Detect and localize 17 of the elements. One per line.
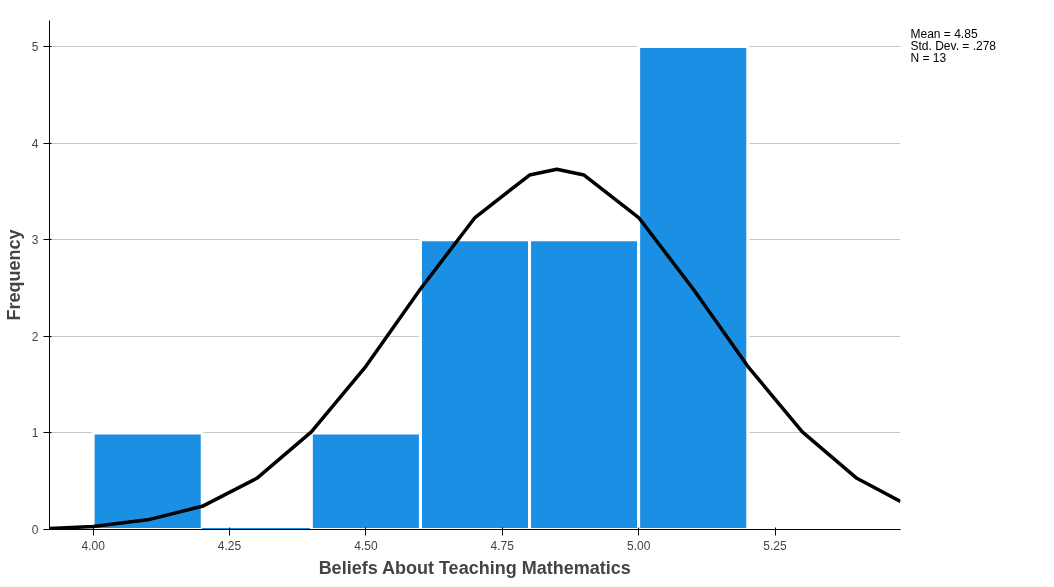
x-tick-label: 5.25 (763, 538, 788, 553)
y-tick-label: 0 (31, 523, 39, 537)
x-tick-label: 4.75 (490, 538, 515, 553)
text: Mean = 4.85 (910, 26, 978, 41)
text: N = 13 (910, 50, 947, 65)
x-axis-title: Beliefs About Teaching Mathematics (318, 557, 631, 578)
y-tick-label: 4 (31, 136, 39, 151)
y-tick-label: 1 (31, 426, 39, 441)
y-tick-label: 3 (31, 233, 39, 248)
x-tick-label: 4.25 (217, 538, 242, 553)
y-axis-title: Frequency (3, 229, 24, 321)
y-tick-label: 2 (31, 329, 39, 344)
y-tick-label: 5 (31, 40, 39, 55)
x-tick-label: 5.00 (626, 538, 651, 553)
text: Std. Dev. = .278 (910, 38, 997, 53)
x-tick-label: 4.50 (354, 538, 378, 553)
x-tick-label: 4.00 (81, 538, 106, 553)
